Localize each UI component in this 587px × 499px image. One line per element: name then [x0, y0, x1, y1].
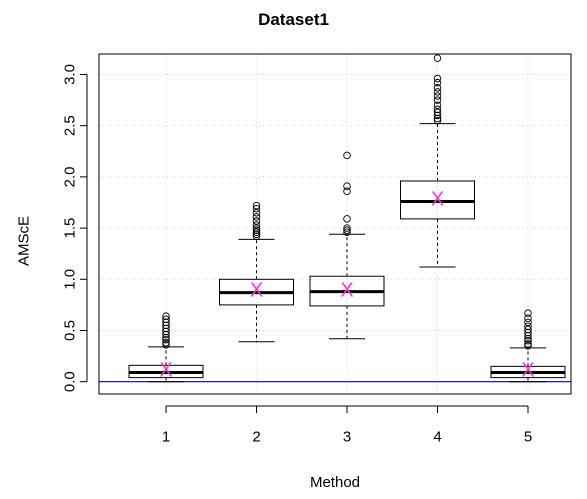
box-outlier [433, 54, 442, 62]
box-outlier [524, 325, 532, 334]
box-outlier [343, 187, 351, 195]
box-outlier [162, 324, 170, 333]
box-outlier [524, 340, 532, 348]
box-outlier [433, 84, 442, 92]
box-outlier [162, 330, 170, 339]
box-outlier [162, 341, 170, 349]
box-outlier [252, 228, 261, 236]
box-outlier [524, 336, 532, 345]
box-outlier [433, 88, 442, 96]
chart-title: Dataset1 [258, 10, 329, 29]
box-mean-marker: X [250, 280, 263, 302]
box-outlier [433, 96, 442, 104]
box-body [400, 180, 475, 220]
box-outlier [433, 108, 442, 117]
box-outlier [252, 213, 261, 221]
y-tick-label: 0.5 [62, 320, 79, 341]
box-outlier [343, 224, 351, 232]
x-axis-label: Method [309, 474, 361, 491]
box-outlier [162, 339, 170, 347]
box-outlier [524, 318, 532, 327]
x-tick-label: 2 [252, 429, 260, 446]
box-outlier [524, 309, 532, 317]
box-outlier [524, 331, 532, 340]
x-tick-label: 5 [524, 429, 532, 446]
x-tick-label: 4 [433, 429, 441, 446]
box-outlier [524, 328, 532, 337]
x-tick-label: 1 [162, 429, 170, 446]
box-outlier [524, 322, 532, 331]
y-tick-label: 1.5 [62, 218, 79, 239]
box-outlier [433, 78, 442, 87]
box-outlier [162, 321, 170, 330]
box-outlier [252, 226, 261, 234]
box-outlier [343, 151, 351, 160]
box-outlier [162, 315, 170, 323]
box-outlier [433, 116, 442, 125]
box-outlier [433, 101, 442, 109]
box-mean-marker: X [431, 188, 444, 210]
y-tick-label: 0.0 [62, 371, 79, 392]
box-outlier [252, 232, 261, 241]
box-outlier [343, 226, 351, 234]
box-outlier [252, 221, 261, 229]
box-outlier [343, 228, 351, 236]
x-tick-label: 3 [343, 429, 351, 446]
y-tick-label: 2.0 [62, 166, 79, 187]
box-outlier [524, 342, 532, 350]
y-tick-label: 3.0 [62, 64, 79, 85]
box-outlier [162, 327, 170, 336]
plot-frame [98, 53, 572, 395]
box-outlier [252, 230, 261, 238]
box-outlier [162, 335, 170, 344]
box-mean-marker: X [521, 359, 534, 381]
box-outlier [252, 224, 261, 232]
box-outlier [433, 105, 442, 114]
box-outlier [433, 114, 442, 123]
y-tick-label: 2.5 [62, 115, 79, 136]
box-outlier [162, 333, 170, 342]
box-outlier [343, 215, 351, 223]
box-mean-marker: X [159, 359, 172, 381]
y-axis-label: AMScE [15, 215, 33, 267]
box-outlier [162, 312, 170, 320]
box-outlier [433, 111, 442, 120]
box-outlier [433, 92, 442, 100]
box-outlier [252, 208, 261, 217]
box-outlier [162, 318, 170, 327]
box-outlier [433, 74, 442, 83]
box-outlier [524, 334, 532, 343]
box-outlier [252, 204, 261, 213]
y-tick-label: 1.0 [62, 269, 79, 290]
box-outlier [343, 182, 351, 190]
box-outlier [252, 217, 261, 225]
box-outlier [524, 314, 532, 322]
box-outlier [252, 201, 261, 210]
box-mean-marker: X [340, 280, 353, 302]
